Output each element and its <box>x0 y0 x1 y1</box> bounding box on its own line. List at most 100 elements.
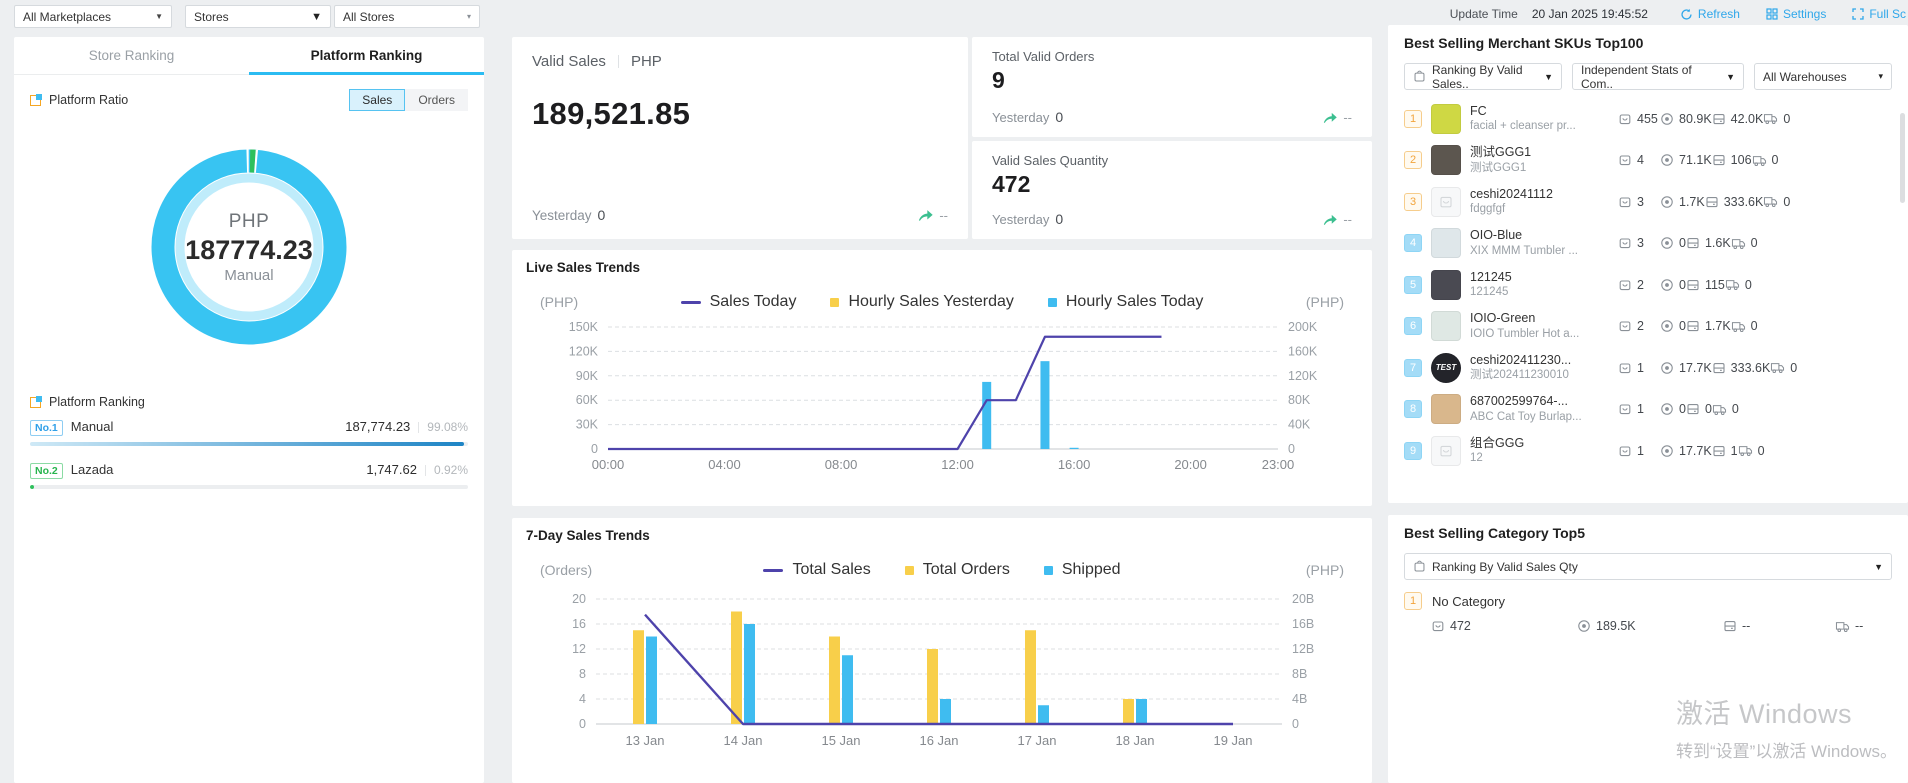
refresh-button[interactable]: Refresh <box>1680 7 1740 21</box>
svg-text:0: 0 <box>591 442 598 456</box>
delta-indicator: -- <box>918 208 948 223</box>
rank-badge: No.2 <box>30 463 63 479</box>
topbar-actions: Update Time 20 Jan 2025 19:45:52 Refresh… <box>1450 7 1906 21</box>
legend-square-marker <box>1043 565 1053 575</box>
stat-value: 1 <box>1730 443 1738 458</box>
sku-stat-inventory: 115 <box>1686 278 1725 292</box>
sku-row[interactable]: 9 组合GGG 12 1 17.7K 1 0 <box>1404 430 1892 472</box>
sku-row[interactable]: 6 IOIO-Green IOIO Tumbler Hot a... 2 0 1.7K 0 <box>1404 306 1892 348</box>
sku-row[interactable]: 4 OIO-Blue XIX MMM Tumbler ... 3 0 1.6K 0 <box>1404 223 1892 265</box>
svg-text:160K: 160K <box>1288 344 1318 358</box>
stats-mode-select[interactable]: Independent Stats of Com.. ▼ <box>1572 63 1744 91</box>
seven-day-sales-trends-title: 7-Day Sales Trends <box>526 528 650 543</box>
legend-item-total-orders[interactable]: Total Orders <box>904 561 1010 579</box>
sku-row[interactable]: 2 测试GGG1 测试GGG1 4 71.1K 106 0 <box>1404 140 1892 182</box>
svg-text:17 Jan: 17 Jan <box>1017 733 1056 748</box>
legend-item-hourly-sales-today[interactable]: Hourly Sales Today <box>1047 293 1203 311</box>
fullscreen-button[interactable]: Full Sc <box>1852 7 1906 21</box>
sales-amount-icon <box>1661 237 1673 249</box>
platform-ranking-icon <box>30 396 42 408</box>
seven-day-chart: 20 20B 16 16B 12 12B 8 8B 4 4B 0 0 13 Jan 14 Jan 15 Ja… <box>572 592 1314 748</box>
live-right-unit: (PHP) <box>1305 294 1344 310</box>
live-sales-trends-card: Live Sales Trends (PHP) Sales Today Hourl… <box>512 250 1372 506</box>
legend-label: Sales Today <box>709 293 797 310</box>
sku-rank-badge: 6 <box>1404 317 1422 336</box>
svg-text:00:00: 00:00 <box>592 457 625 472</box>
sku-product-image <box>1431 186 1461 217</box>
legend-line-marker <box>680 300 701 304</box>
sku-stat-shipped: 0 <box>1752 153 1778 167</box>
sku-stat-shipped: 0 <box>1731 236 1758 250</box>
sku-row[interactable]: 1 FC facial + cleanser pr... 455 80.9K 42.0K 0 <box>1404 98 1892 140</box>
sku-stat-qty: 2 <box>1618 278 1660 292</box>
valid-sales-quantity-label: Valid Sales Quantity <box>992 153 1109 168</box>
sku-title: 121245 <box>1470 269 1512 284</box>
svg-text:18 Jan: 18 Jan <box>1115 733 1154 748</box>
svg-text:20B: 20B <box>1292 592 1314 606</box>
ranking-panel: Store Ranking Platform Ranking Platform … <box>14 37 484 783</box>
tab-platform-ranking[interactable]: Platform Ranking <box>249 37 484 75</box>
sku-rank-badge: 3 <box>1404 192 1422 211</box>
svg-text:90K: 90K <box>576 369 599 383</box>
stat-value: 1.7K <box>1704 319 1731 334</box>
legend-item-shipped[interactable]: Shipped <box>1043 561 1121 579</box>
chevron-down-icon: ▾ <box>466 12 471 21</box>
legend-item-hourly-sales-yesterday[interactable]: Hourly Sales Yesterday <box>830 293 1014 311</box>
category-row[interactable]: 1 No Category 472 189.5K -- -- <box>1404 592 1892 633</box>
toggle-sales-button[interactable]: Sales <box>349 89 406 111</box>
sku-row[interactable]: 5 121245 121245 2 0 115 0 <box>1404 264 1892 306</box>
legend-item-total-sales[interactable]: Total Sales <box>763 561 871 579</box>
sku-rank-badge: 9 <box>1404 441 1422 460</box>
sku-stat-shipped: 0 <box>1738 444 1765 458</box>
sku-row[interactable]: 7 TEST ceshi202411230... 测试202411230010 1 17.… <box>1404 347 1892 389</box>
platform-ranking-row: No.2 Lazada 1,747.62 0.92% <box>30 462 468 489</box>
refresh-icon <box>1681 8 1692 20</box>
all-stores-select[interactable]: All Stores ▾ <box>334 5 480 28</box>
stat-value: 80.9K <box>1679 111 1712 126</box>
sku-row[interactable]: 8 687002599764-... ABC Cat Toy Burlap... 1 0… <box>1404 389 1892 431</box>
chevron-down-icon: ▼ <box>1544 71 1553 82</box>
stat-value: 0 <box>1757 443 1765 458</box>
stat-value: -- <box>1855 619 1864 633</box>
sku-stat-amount: 0 <box>1660 278 1686 292</box>
svg-text:14 Jan: 14 Jan <box>723 733 762 748</box>
sku-stat-qty: 1 <box>1618 402 1660 416</box>
svg-text:16:00: 16:00 <box>1058 457 1091 472</box>
trend-up-icon <box>1324 112 1338 123</box>
svg-text:8: 8 <box>579 667 586 681</box>
marketplace-select[interactable]: All Marketplaces ▼ <box>14 5 172 28</box>
category-ranking-select[interactable]: Ranking By Valid Sales Qty ▼ <box>1404 553 1892 580</box>
sku-stat-amount: 80.9K <box>1660 112 1712 126</box>
sales-amount-icon <box>1661 403 1673 415</box>
sales-qty-icon <box>1619 155 1631 166</box>
sku-stat-qty: 455 <box>1618 112 1660 126</box>
stat-value: 17.7K <box>1679 443 1712 458</box>
update-time-label: Update Time <box>1449 7 1518 21</box>
sku-title: ceshi202411230... <box>1470 352 1572 367</box>
stat-value: 2 <box>1637 277 1644 292</box>
stores-select[interactable]: Stores ▼ <box>185 5 331 28</box>
sku-row[interactable]: 3 ceshi20241112 fdggfgf 3 1.7K 333.6K 0 <box>1404 181 1892 223</box>
platform-ratio-title: Platform Ratio <box>49 93 129 107</box>
ranking-by-select[interactable]: Ranking By Valid Sales.. ▼ <box>1404 63 1562 91</box>
tab-store-ranking[interactable]: Store Ranking <box>88 48 175 63</box>
svg-text:16 Jan: 16 Jan <box>919 733 958 748</box>
sku-stat-shipped: 0 <box>1763 195 1790 209</box>
sku-scrollbar-thumb[interactable] <box>1900 113 1905 203</box>
sku-subtitle: 测试202411230010 <box>1470 369 1569 382</box>
settings-button[interactable]: Settings <box>1766 7 1826 21</box>
chevron-down-icon: ▼ <box>155 12 163 21</box>
yesterday-value: 0 <box>1055 109 1064 125</box>
seven-day-chart-legend: Total Sales Total Orders Shipped <box>630 561 1254 579</box>
toggle-orders-button[interactable]: Orders <box>405 89 468 111</box>
valid-sales-value: 189,521.85 <box>532 96 691 131</box>
svg-text:15 Jan: 15 Jan <box>821 733 860 748</box>
yesterday-value: 0 <box>1055 211 1064 227</box>
live-left-unit: (PHP) <box>540 294 579 310</box>
sku-title: IOIO-Green <box>1470 311 1536 326</box>
best-selling-skus-title: Best Selling Merchant SKUs Top100 <box>1404 35 1644 51</box>
legend-line-marker <box>763 568 784 572</box>
stat-value: 4 <box>1637 153 1644 168</box>
warehouse-select[interactable]: All Warehouses ▾ <box>1754 63 1892 90</box>
legend-item-sales-today[interactable]: Sales Today <box>680 293 797 311</box>
